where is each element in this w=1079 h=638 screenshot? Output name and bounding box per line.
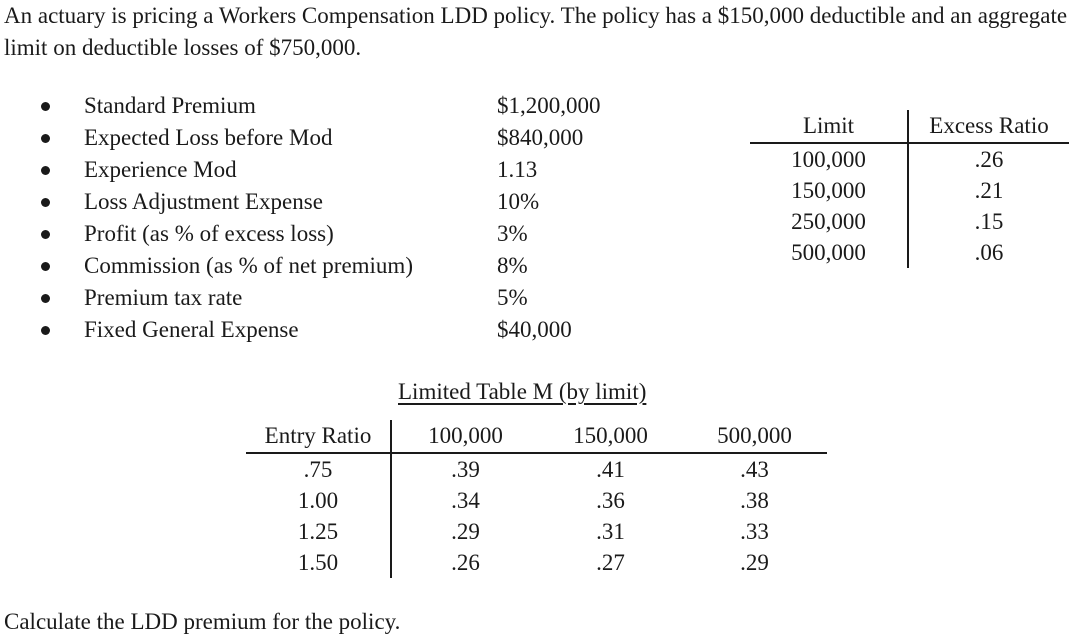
table-cell: 500,000: [750, 237, 909, 268]
table-cell: .21: [974, 178, 1004, 203]
column-header-entry-ratio: Entry Ratio: [246, 420, 392, 454]
list-item: Expected Loss before Mod $840,000: [0, 122, 640, 154]
table-m-title: Limited Table M (by limit): [398, 379, 647, 404]
parameter-label: Standard Premium: [84, 93, 256, 118]
table-cell: .06: [974, 240, 1004, 265]
table-cell: .31: [596, 519, 625, 544]
parameter-value: $40,000: [497, 317, 572, 342]
excess-ratio-table: Limit Excess Ratio 100,000 .26 150,000 .…: [750, 110, 1069, 268]
parameter-label: Profit (as % of excess loss): [84, 221, 334, 246]
question-text: Calculate the LDD premium for the policy…: [4, 609, 401, 634]
parameter-value: $1,200,000: [497, 93, 601, 118]
bullet-icon: [41, 326, 50, 335]
table-row: 500,000 .06: [750, 237, 1069, 268]
bullet-icon: [41, 166, 50, 175]
column-header-excess-ratio: Excess Ratio: [908, 110, 1069, 144]
column-header-limit: Limit: [750, 110, 909, 144]
table-cell: .43: [740, 457, 769, 482]
table-cell: 150,000: [750, 175, 909, 206]
bullet-icon: [41, 294, 50, 303]
bullet-icon: [41, 198, 50, 207]
table-row: 250,000 .15: [750, 206, 1069, 237]
parameter-label: Commission (as % of net premium): [84, 253, 413, 278]
table-cell: 100,000: [750, 143, 909, 175]
table-cell: .29: [451, 519, 480, 544]
parameter-value: 3%: [497, 221, 528, 246]
problem-intro: An actuary is pricing a Workers Compensa…: [4, 3, 1068, 60]
table-row: .75 .39 .41 .43: [246, 453, 827, 485]
policy-parameters-list: Standard Premium $1,200,000 Expected Los…: [0, 90, 640, 346]
table-row: 1.25 .29 .31 .33: [246, 516, 827, 547]
list-item: Premium tax rate 5%: [0, 282, 640, 314]
table-header-row: Limit Excess Ratio: [750, 110, 1069, 144]
parameter-label: Experience Mod: [84, 157, 237, 182]
list-item: Loss Adjustment Expense 10%: [0, 186, 640, 218]
table-cell: .15: [974, 209, 1004, 234]
bullet-icon: [41, 102, 50, 111]
table-cell: 250,000: [750, 206, 909, 237]
table-row: 1.00 .34 .36 .38: [246, 485, 827, 516]
table-cell: .26: [451, 550, 480, 575]
list-item: Experience Mod 1.13: [0, 154, 640, 186]
table-cell: .75: [246, 453, 392, 485]
parameter-label: Expected Loss before Mod: [84, 125, 333, 150]
table-cell: .38: [740, 488, 769, 513]
parameter-label: Premium tax rate: [84, 285, 243, 310]
table-cell: .29: [740, 550, 769, 575]
list-item: Commission (as % of net premium) 8%: [0, 250, 640, 282]
table-cell: .34: [451, 488, 480, 513]
table-cell: .39: [451, 457, 480, 482]
parameter-value: 8%: [497, 253, 528, 278]
bullet-icon: [41, 262, 50, 271]
table-cell: .26: [974, 147, 1004, 172]
table-row: 150,000 .21: [750, 175, 1069, 206]
table-row: 100,000 .26: [750, 143, 1069, 175]
bullet-icon: [41, 134, 50, 143]
bullet-icon: [41, 230, 50, 239]
table-cell: 1.00: [246, 485, 392, 516]
parameter-value: 10%: [497, 189, 540, 214]
list-item: Fixed General Expense $40,000: [0, 314, 640, 346]
parameter-value: $840,000: [497, 125, 584, 150]
column-header-limit-100000: 100,000: [391, 420, 539, 454]
table-cell: .36: [596, 488, 625, 513]
table-cell: 1.50: [246, 547, 392, 578]
table-cell: .27: [596, 550, 625, 575]
parameter-value: 5%: [497, 285, 528, 310]
table-cell: .41: [596, 457, 625, 482]
column-header-limit-500000: 500,000: [682, 420, 827, 454]
list-item: Standard Premium $1,200,000: [0, 90, 640, 122]
table-header-row: Entry Ratio 100,000 150,000 500,000: [246, 420, 827, 454]
column-header-limit-150000: 150,000: [539, 420, 682, 454]
list-item: Profit (as % of excess loss) 3%: [0, 218, 640, 250]
table-cell: 1.25: [246, 516, 392, 547]
parameter-label: Fixed General Expense: [84, 317, 299, 342]
limited-table-m: Entry Ratio 100,000 150,000 500,000 .75 …: [246, 420, 827, 578]
parameter-value: 1.13: [497, 157, 538, 182]
table-row: 1.50 .26 .27 .29: [246, 547, 827, 578]
table-cell: .33: [740, 519, 769, 544]
parameter-label: Loss Adjustment Expense: [84, 189, 323, 214]
